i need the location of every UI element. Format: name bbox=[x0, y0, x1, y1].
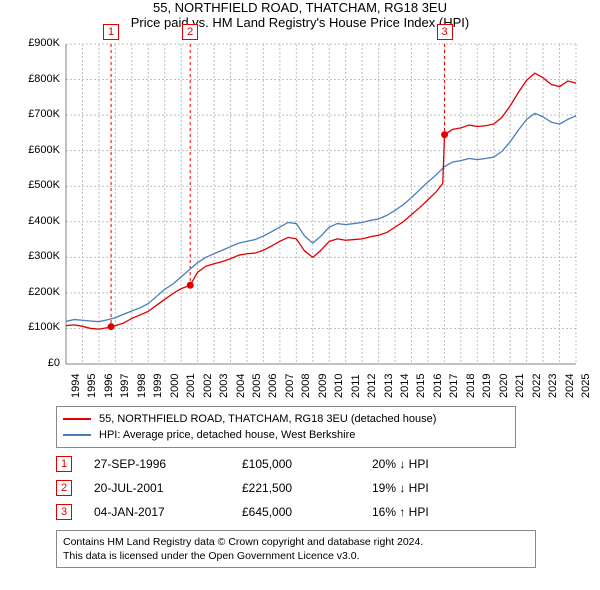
x-tick-label: 2003 bbox=[218, 374, 230, 398]
event-price: £221,500 bbox=[242, 481, 372, 495]
x-tick-label: 2013 bbox=[383, 374, 395, 398]
sale-marker-box: 1 bbox=[103, 24, 119, 40]
y-tick-label: £0 bbox=[10, 357, 60, 369]
y-tick-label: £800K bbox=[10, 73, 60, 85]
y-tick-label: £500K bbox=[10, 179, 60, 191]
x-tick-label: 2007 bbox=[284, 374, 296, 398]
x-tick-label: 2020 bbox=[498, 374, 510, 398]
chart-svg bbox=[10, 36, 586, 398]
x-tick-label: 2001 bbox=[185, 374, 197, 398]
event-marker: 2 bbox=[56, 480, 72, 496]
x-tick-label: 2005 bbox=[251, 374, 263, 398]
legend-label: HPI: Average price, detached house, West… bbox=[99, 427, 355, 443]
x-tick-label: 2022 bbox=[531, 374, 543, 398]
event-row: 1 27-SEP-1996£105,00020% ↓ HPI bbox=[56, 452, 536, 476]
x-tick-label: 2011 bbox=[350, 374, 362, 398]
sale-events-table: 1 27-SEP-1996£105,00020% ↓ HPI 2 20-JUL-200… bbox=[56, 452, 536, 524]
event-date: 04-JAN-2017 bbox=[94, 505, 242, 519]
event-hpi-diff: 20% ↓ HPI bbox=[372, 457, 472, 471]
legend-row: 55, NORTHFIELD ROAD, THATCHAM, RG18 3EU … bbox=[63, 411, 509, 427]
page-subtitle: Price paid vs. HM Land Registry's House … bbox=[0, 15, 600, 30]
x-tick-label: 1997 bbox=[119, 374, 131, 398]
legend-label: 55, NORTHFIELD ROAD, THATCHAM, RG18 3EU … bbox=[99, 411, 436, 427]
event-marker: 1 bbox=[56, 456, 72, 472]
x-tick-label: 2008 bbox=[300, 374, 312, 398]
legend-row: HPI: Average price, detached house, West… bbox=[63, 427, 509, 443]
y-tick-label: £300K bbox=[10, 250, 60, 262]
x-tick-label: 2021 bbox=[514, 374, 526, 398]
event-hpi-diff: 19% ↓ HPI bbox=[372, 481, 472, 495]
x-tick-label: 2018 bbox=[465, 374, 477, 398]
y-tick-label: £900K bbox=[10, 37, 60, 49]
footer-line-1: Contains HM Land Registry data © Crown c… bbox=[63, 535, 529, 549]
y-tick-label: £100K bbox=[10, 321, 60, 333]
y-tick-label: £400K bbox=[10, 215, 60, 227]
x-tick-label: 2023 bbox=[547, 374, 559, 398]
event-row: 3 04-JAN-2017£645,00016% ↑ HPI bbox=[56, 500, 536, 524]
x-tick-label: 2024 bbox=[564, 374, 576, 398]
legend-swatch bbox=[63, 418, 91, 420]
footer-line-2: This data is licensed under the Open Gov… bbox=[63, 549, 529, 563]
x-tick-label: 2012 bbox=[366, 374, 378, 398]
event-row: 2 20-JUL-2001£221,50019% ↓ HPI bbox=[56, 476, 536, 500]
chart: £0 £100K £200K £300K £400K £500K £600K £700K £80… bbox=[10, 36, 586, 398]
x-tick-label: 2006 bbox=[267, 374, 279, 398]
legend: 55, NORTHFIELD ROAD, THATCHAM, RG18 3EU … bbox=[56, 406, 516, 448]
x-tick-label: 2002 bbox=[202, 374, 214, 398]
x-tick-label: 2004 bbox=[235, 374, 247, 398]
x-tick-label: 2009 bbox=[317, 374, 329, 398]
event-date: 27-SEP-1996 bbox=[94, 457, 242, 471]
event-date: 20-JUL-2001 bbox=[94, 481, 242, 495]
sale-marker-box: 2 bbox=[182, 24, 198, 40]
x-tick-label: 2025 bbox=[580, 374, 592, 398]
event-price: £645,000 bbox=[242, 505, 372, 519]
attribution-footer: Contains HM Land Registry data © Crown c… bbox=[56, 530, 536, 568]
x-tick-label: 1994 bbox=[70, 374, 82, 398]
y-tick-label: £200K bbox=[10, 286, 60, 298]
legend-swatch bbox=[63, 434, 91, 436]
x-tick-label: 1996 bbox=[103, 374, 115, 398]
x-tick-label: 2010 bbox=[333, 374, 345, 398]
x-tick-label: 2014 bbox=[399, 374, 411, 398]
sale-marker-box: 3 bbox=[437, 24, 453, 40]
x-tick-label: 2016 bbox=[432, 374, 444, 398]
page-title: 55, NORTHFIELD ROAD, THATCHAM, RG18 3EU bbox=[0, 0, 600, 15]
x-tick-label: 2000 bbox=[169, 374, 181, 398]
x-tick-label: 2015 bbox=[415, 374, 427, 398]
x-tick-label: 1999 bbox=[152, 374, 164, 398]
event-hpi-diff: 16% ↑ HPI bbox=[372, 505, 472, 519]
event-marker: 3 bbox=[56, 504, 72, 520]
y-tick-label: £700K bbox=[10, 108, 60, 120]
event-price: £105,000 bbox=[242, 457, 372, 471]
x-tick-label: 2019 bbox=[481, 374, 493, 398]
x-tick-label: 2017 bbox=[448, 374, 460, 398]
x-tick-label: 1995 bbox=[86, 374, 98, 398]
y-tick-label: £600K bbox=[10, 144, 60, 156]
x-tick-label: 1998 bbox=[136, 374, 148, 398]
